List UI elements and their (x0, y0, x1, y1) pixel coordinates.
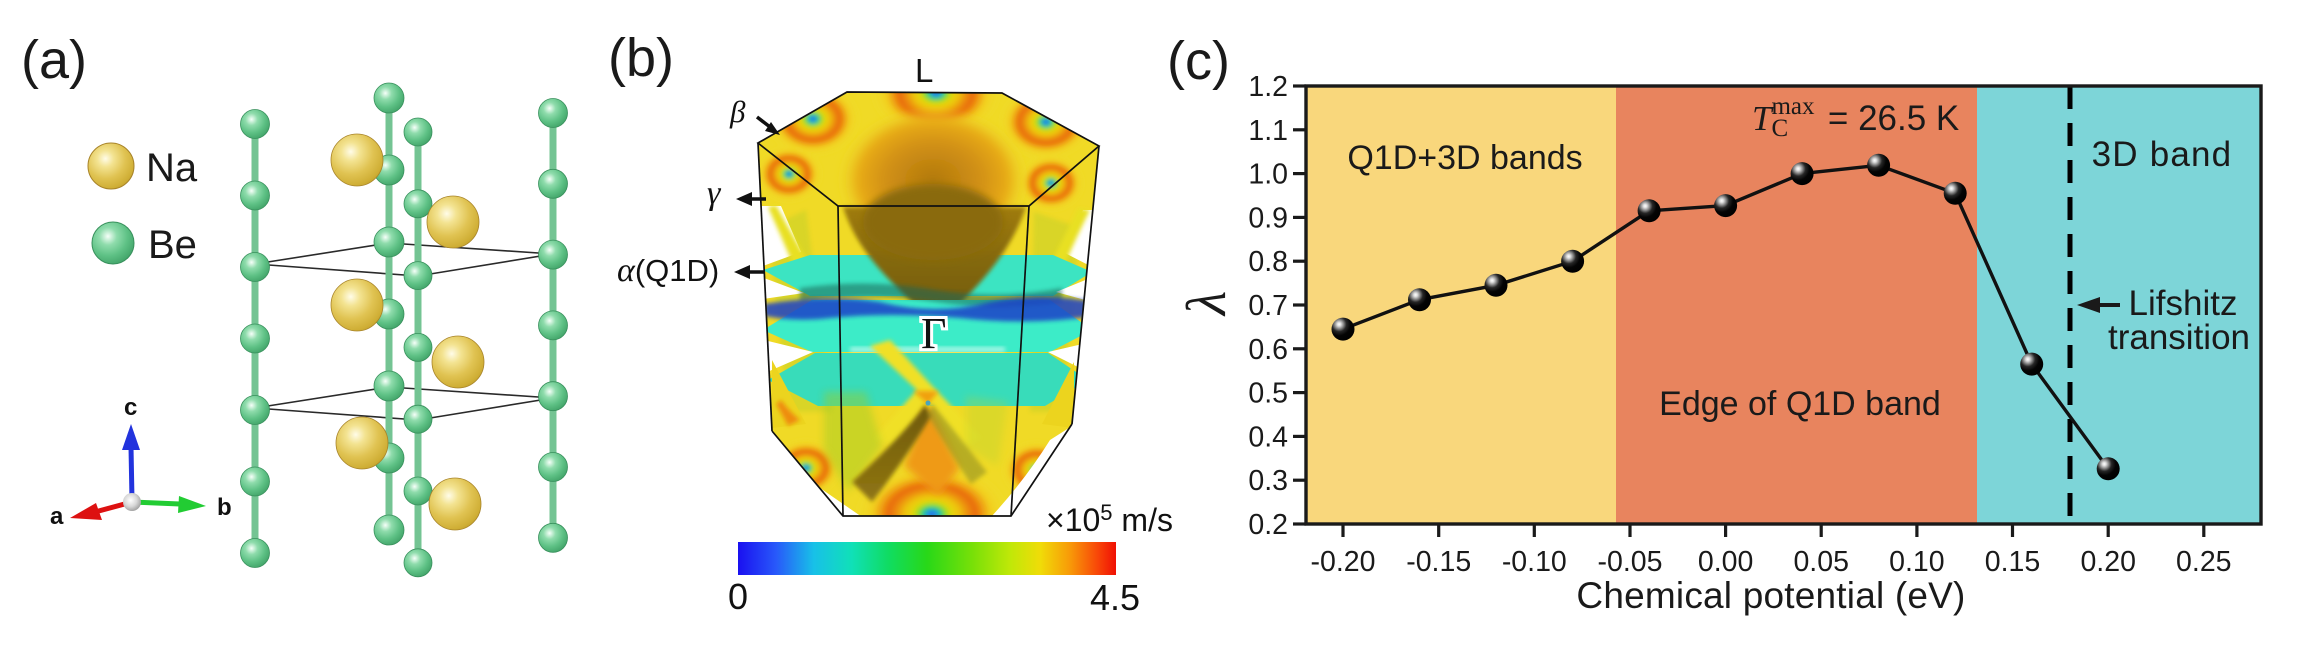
svg-text:0.25: 0.25 (2176, 546, 2231, 578)
svg-text:-0.10: -0.10 (1502, 546, 1567, 578)
svg-text:1.0: 1.0 (1248, 159, 1288, 191)
svg-text:(b): (b) (608, 28, 674, 88)
svg-text:a: a (50, 503, 64, 530)
svg-text:0: 0 (728, 576, 748, 617)
svg-text:b: b (217, 494, 232, 521)
svg-text:0.4: 0.4 (1248, 421, 1288, 453)
svg-text:0.9: 0.9 (1248, 202, 1288, 234)
svg-text:(c): (c) (1167, 31, 1230, 91)
svg-text:0.15: 0.15 (1985, 546, 2040, 578)
svg-text:0.20: 0.20 (2080, 546, 2135, 578)
svg-text:0.3: 0.3 (1248, 465, 1288, 497)
svg-text:c: c (124, 394, 137, 421)
svg-text:γ: γ (707, 175, 722, 212)
svg-text:L: L (915, 52, 933, 89)
svg-text:-0.20: -0.20 (1311, 546, 1376, 578)
svg-text:0.10: 0.10 (1889, 546, 1944, 578)
svg-text:0.5: 0.5 (1248, 378, 1288, 410)
svg-text:Chemical potential (eV): Chemical potential (eV) (1576, 575, 1965, 616)
svg-text:-0.05: -0.05 (1598, 546, 1663, 578)
svg-text:(a): (a) (21, 30, 87, 90)
svg-text:Γ: Γ (921, 309, 946, 358)
svg-text:α(Q1D): α(Q1D) (617, 252, 719, 289)
svg-text:Be: Be (148, 223, 197, 267)
svg-text:0.05: 0.05 (1793, 546, 1848, 578)
svg-text:0.7: 0.7 (1248, 290, 1288, 322)
svg-text:3D band: 3D band (2092, 135, 2233, 174)
svg-text:0.00: 0.00 (1698, 546, 1753, 578)
svg-text:Na: Na (146, 146, 198, 190)
svg-text:Lifshitz: Lifshitz (2129, 284, 2238, 323)
svg-text:0.8: 0.8 (1248, 246, 1288, 278)
svg-text:Edge of Q1D band: Edge of Q1D band (1659, 385, 1941, 423)
svg-text:Q1D+3D bands: Q1D+3D bands (1347, 139, 1582, 177)
svg-text:0.6: 0.6 (1248, 334, 1288, 366)
svg-text:λ: λ (1176, 291, 1238, 317)
svg-text:-0.15: -0.15 (1406, 546, 1471, 578)
svg-text:1.2: 1.2 (1248, 71, 1288, 103)
svg-text:0.2: 0.2 (1248, 509, 1288, 541)
svg-text:4.5: 4.5 (1090, 577, 1140, 618)
svg-text:β: β (729, 94, 746, 129)
svg-text:1.1: 1.1 (1248, 115, 1288, 147)
svg-text:transition: transition (2108, 318, 2250, 357)
